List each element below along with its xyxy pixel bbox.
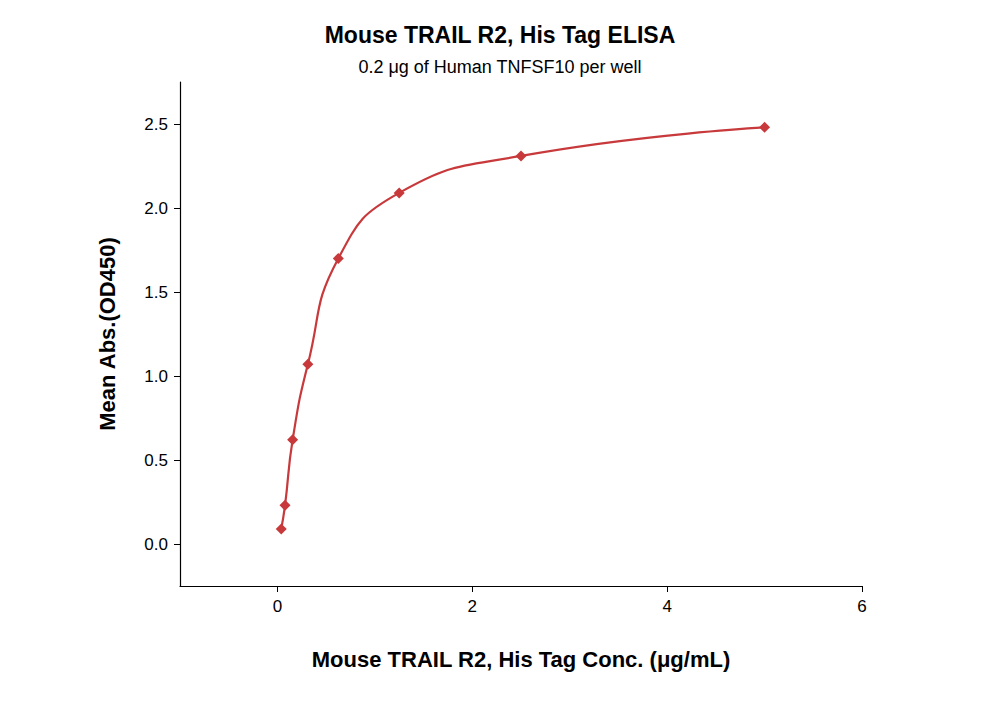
svg-text:4: 4 xyxy=(662,597,671,616)
svg-text:Mouse TRAIL R2, His Tag ELISA: Mouse TRAIL R2, His Tag ELISA xyxy=(325,22,676,48)
svg-text:2.5: 2.5 xyxy=(144,115,168,134)
svg-text:Mean Abs.(OD450): Mean Abs.(OD450) xyxy=(95,237,120,431)
svg-text:2.0: 2.0 xyxy=(144,199,168,218)
svg-text:0.0: 0.0 xyxy=(144,535,168,554)
svg-text:0: 0 xyxy=(273,597,282,616)
svg-text:Mouse TRAIL R2, His Tag Conc.: Mouse TRAIL R2, His Tag Conc. (μg/mL) xyxy=(312,647,730,672)
svg-text:0.5: 0.5 xyxy=(144,451,168,470)
svg-text:0.2 μg of Human TNFSF10 per we: 0.2 μg of Human TNFSF10 per well xyxy=(358,57,641,77)
svg-text:6: 6 xyxy=(857,597,866,616)
svg-text:1.0: 1.0 xyxy=(144,367,168,386)
svg-text:2: 2 xyxy=(468,597,477,616)
svg-text:1.5: 1.5 xyxy=(144,283,168,302)
